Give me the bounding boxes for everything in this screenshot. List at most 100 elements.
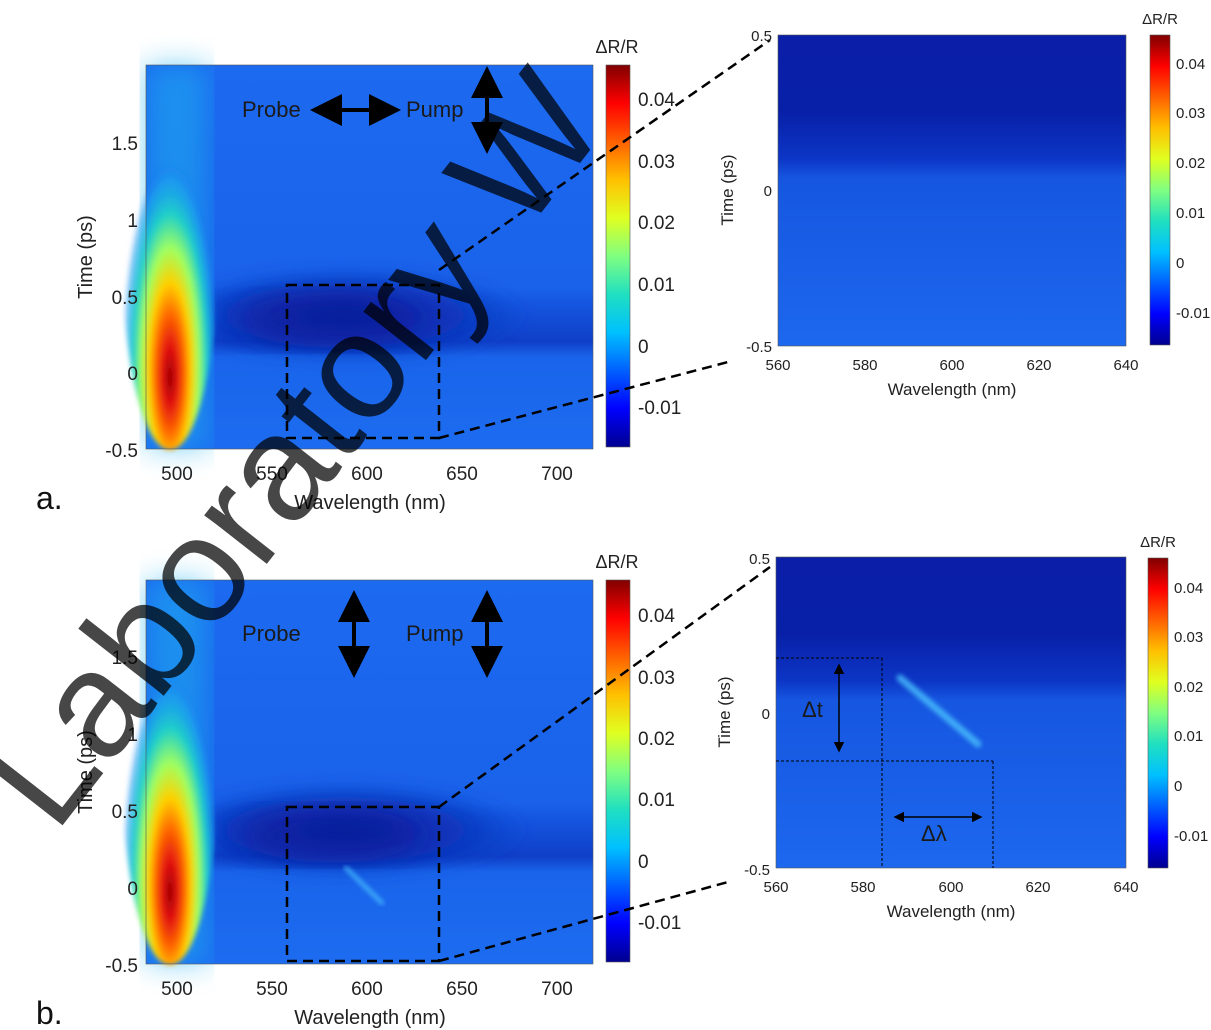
bz-xtick-580: 580 <box>850 879 875 896</box>
a-xtick-600: 600 <box>351 464 383 485</box>
colorbar-b-tick-002: 0.02 <box>638 729 675 750</box>
axes-a-frame <box>145 64 594 450</box>
b-ylabel: Time (ps) <box>75 730 97 814</box>
az-ylabel: Time (ps) <box>718 154 737 225</box>
heatmap-a-background <box>146 65 593 449</box>
bz-ytick-05: 0.5 <box>749 551 770 568</box>
panel-b-main: 500 550 600 650 700 -0.5 0 0.5 1 1.5 Wav… <box>36 552 771 1030</box>
b-ytick-0: 0 <box>127 879 138 900</box>
a-zoom-connector-top <box>438 38 771 272</box>
axes-b-frame <box>145 579 594 965</box>
a-ylabel: Time (ps) <box>75 215 97 299</box>
colorbar-a-tick-001: 0.01 <box>638 275 675 296</box>
az-ytick-m05: -0.5 <box>746 339 772 356</box>
colorbar-a-tick-003: 0.03 <box>638 152 675 173</box>
az-xtick-640: 640 <box>1113 357 1138 374</box>
colorbar-b-zoom: ΔR/R -0.01 0 0.01 0.02 0.03 0.04 <box>1140 534 1208 869</box>
heatmap-b-zoom-streak <box>896 674 982 748</box>
colorbar-az-tick-001: 0.01 <box>1176 205 1205 222</box>
a-pump-label: Pump <box>406 97 463 122</box>
colorbar-b-zoom-label: ΔR/R <box>1140 534 1176 551</box>
colorbar-b-tick-001: 0.01 <box>638 790 675 811</box>
axes-b-zoom-frame <box>775 556 1127 869</box>
bz-xtick-600: 600 <box>938 879 963 896</box>
colorbar-az-tick-m001: -0.01 <box>1176 305 1210 322</box>
a-zoom-box <box>285 283 441 440</box>
b-xtick-600: 600 <box>351 979 383 1000</box>
delta-lambda-label: Δλ <box>921 821 947 846</box>
heatmap-b-negative-core <box>240 807 420 863</box>
colorbar-a-zoom: ΔR/R -0.01 0 0.01 0.02 0.03 0.04 <box>1142 11 1210 346</box>
colorbar-a-zoom-gradient <box>1149 34 1171 346</box>
a-zoom-connector-bottom <box>438 360 729 440</box>
a-xtick-500: 500 <box>161 464 193 485</box>
panel-a-zoom: 560 580 600 620 640 -0.5 0 0.5 Wavelengt… <box>718 11 1210 399</box>
colorbar-b-gradient <box>605 579 631 963</box>
bz-xtick-560: 560 <box>763 879 788 896</box>
a-ytick-05: 0.5 <box>112 288 138 309</box>
bz-xtick-640: 640 <box>1113 879 1138 896</box>
colorbar-bz-tick-001: 0.01 <box>1174 728 1203 745</box>
bz-ytick-0: 0 <box>762 706 770 723</box>
az-xtick-580: 580 <box>852 357 877 374</box>
az-xtick-560: 560 <box>765 357 790 374</box>
az-ytick-05: 0.5 <box>751 28 772 45</box>
bz-ylabel: Time (ps) <box>715 676 734 747</box>
heatmap-a-zoom <box>778 35 1126 346</box>
a-ytick-1: 1 <box>127 211 138 232</box>
b-ytick-15: 1.5 <box>112 648 138 669</box>
colorbar-b-tick-003: 0.03 <box>638 668 675 689</box>
colorbar-a-zoom-label: ΔR/R <box>1142 11 1178 28</box>
a-xlabel: Wavelength (nm) <box>294 492 446 514</box>
colorbar-b-tick-0: 0 <box>638 852 649 873</box>
colorbar-az-tick-004: 0.04 <box>1176 56 1205 73</box>
colorbar-a-tick-m001: -0.01 <box>638 398 681 419</box>
a-panel-label: a. <box>36 480 63 516</box>
colorbar-a: ΔR/R -0.01 0 0.01 0.02 0.03 0.04 <box>595 37 681 448</box>
a-xtick-550: 550 <box>256 464 288 485</box>
axes-a-yticks: -0.5 0 0.5 1 1.5 <box>105 134 138 462</box>
colorbar-az-tick-0: 0 <box>1176 255 1184 272</box>
colorbar-bz-tick-m001: -0.01 <box>1174 828 1208 845</box>
colorbar-a-tick-002: 0.02 <box>638 213 675 234</box>
b-xtick-650: 650 <box>446 979 478 1000</box>
a-ytick-m05: -0.5 <box>105 441 138 462</box>
heatmap-b-streak <box>344 866 384 905</box>
a-ytick-15: 1.5 <box>112 134 138 155</box>
colorbar-az-tick-002: 0.02 <box>1176 155 1205 172</box>
b-ytick-1: 1 <box>127 725 138 746</box>
bz-xlabel: Wavelength (nm) <box>887 902 1016 921</box>
b-ytick-05: 0.5 <box>112 802 138 823</box>
colorbar-a-tick-0: 0 <box>638 337 649 358</box>
az-xtick-620: 620 <box>1026 357 1051 374</box>
panel-a-main: 500 550 600 650 700 -0.5 0 0.5 1 1.5 Wav… <box>36 37 771 516</box>
axes-a-zoom-frame <box>777 34 1127 347</box>
heatmap-a-positive-peak <box>122 50 218 450</box>
b-xtick-550: 550 <box>256 979 288 1000</box>
b-xtick-500: 500 <box>161 979 193 1000</box>
colorbar-bz-tick-002: 0.02 <box>1174 679 1203 696</box>
az-xtick-600: 600 <box>939 357 964 374</box>
b-panel-label: b. <box>36 995 63 1030</box>
b-zoom-box <box>285 805 441 963</box>
b-zoom-connector-bottom <box>438 880 729 963</box>
colorbar-b-tick-004: 0.04 <box>638 606 675 627</box>
colorbar-a-gradient <box>605 64 631 448</box>
b-zoom-connector-top <box>438 565 771 809</box>
colorbar-bz-tick-0: 0 <box>1174 778 1182 795</box>
bz-xtick-620: 620 <box>1025 879 1050 896</box>
az-ytick-0: 0 <box>764 183 772 200</box>
colorbar-bz-tick-003: 0.03 <box>1174 629 1203 646</box>
b-pump-label: Pump <box>406 621 463 646</box>
a-ytick-0: 0 <box>127 364 138 385</box>
b-xlabel: Wavelength (nm) <box>294 1007 446 1029</box>
b-ytick-m05: -0.5 <box>105 956 138 977</box>
colorbar-bz-tick-004: 0.04 <box>1174 580 1203 597</box>
az-xlabel: Wavelength (nm) <box>888 380 1017 399</box>
heatmap-b-zoom <box>776 557 1126 868</box>
b-probe-label: Probe <box>242 621 301 646</box>
colorbar-a-tick-004: 0.04 <box>638 90 675 111</box>
a-probe-label: Probe <box>242 97 301 122</box>
axes-a-xticks: 500 550 600 650 700 <box>161 464 573 485</box>
